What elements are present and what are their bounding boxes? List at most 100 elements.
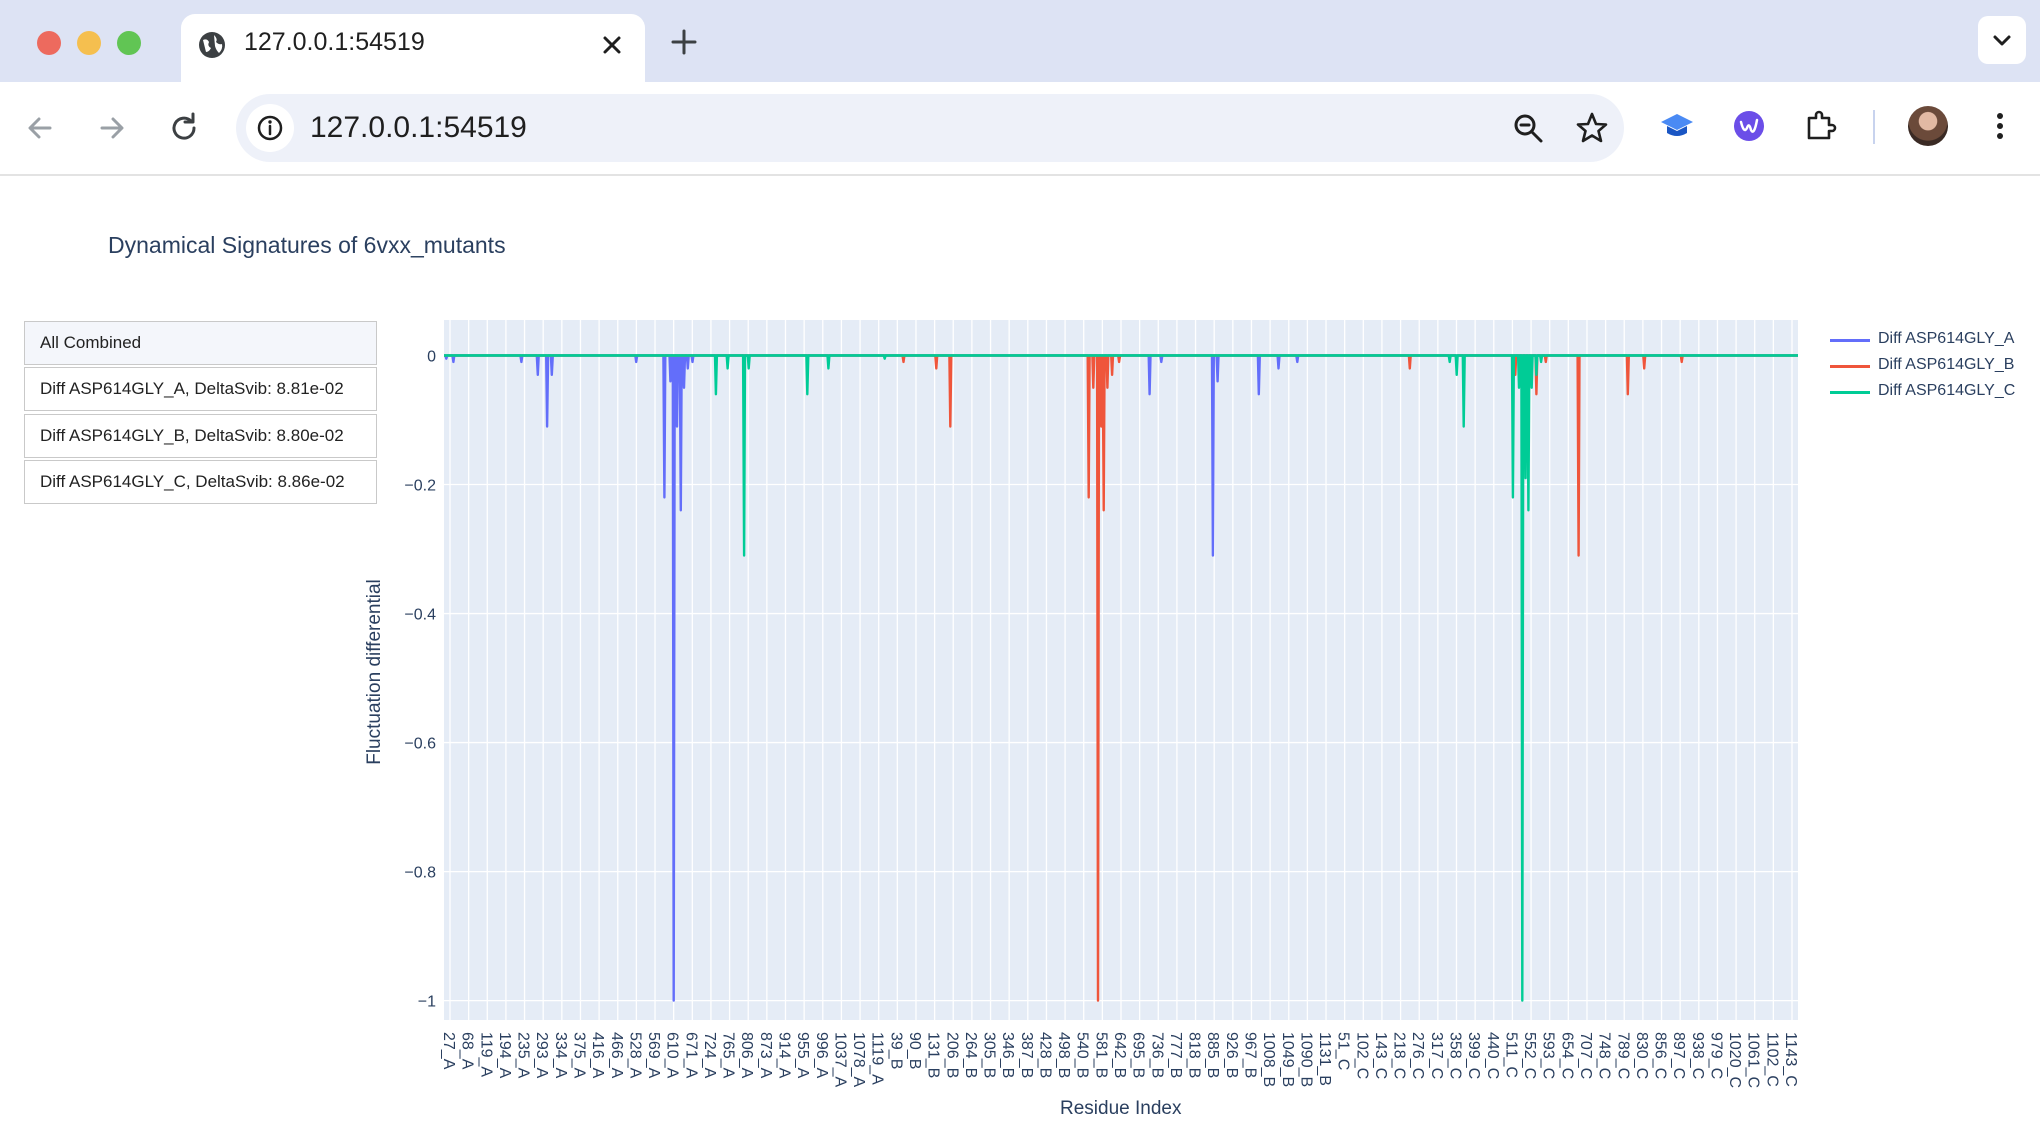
x-tick-label: 416_A (589, 1032, 606, 1079)
y-tick-label: −0.8 (404, 865, 436, 882)
x-tick-label: 1131_B (1316, 1032, 1333, 1086)
x-tick-label: 581_B (1092, 1032, 1109, 1078)
x-tick-label: 926_B (1223, 1032, 1240, 1078)
window-maximize-button[interactable] (117, 31, 141, 55)
x-tick-label: 765_A (720, 1032, 737, 1079)
x-tick-label: 642_B (1111, 1032, 1128, 1078)
x-tick-label: 358_C (1447, 1032, 1464, 1079)
forward-button[interactable] (92, 108, 132, 148)
x-tick-label: 979_C (1707, 1032, 1724, 1079)
x-tick-label: 818_B (1186, 1032, 1203, 1078)
x-tick-label: 748_C (1596, 1032, 1613, 1079)
kebab-menu-icon[interactable] (1980, 106, 2020, 146)
x-tick-label: 897_C (1670, 1032, 1687, 1079)
x-tick-label: 830_C (1633, 1032, 1650, 1079)
x-tick-label: 528_A (626, 1032, 643, 1079)
x-tick-label: 1049_B (1279, 1032, 1296, 1087)
x-tick-label: 235_A (515, 1032, 532, 1079)
legend-item-b[interactable]: Diff ASP614GLY_B (1830, 354, 2040, 380)
address-bar[interactable]: 127.0.0.1:54519 (236, 94, 1624, 162)
x-tick-label: 569_A (645, 1032, 662, 1079)
x-tick-label: 873_A (757, 1032, 774, 1079)
star-icon[interactable] (1574, 110, 1610, 146)
x-tick-label: 1102_C (1763, 1032, 1780, 1087)
x-tick-label: 334_A (552, 1032, 569, 1079)
x-tick-label: 1020_C (1726, 1032, 1743, 1088)
legend-swatch-a (1830, 339, 1870, 342)
y-tick-label: −1 (418, 994, 436, 1011)
url-text[interactable]: 127.0.0.1:54519 (310, 111, 527, 144)
writing-extension-icon[interactable] (1729, 106, 1769, 146)
x-axis-title: Residue Index (1060, 1098, 1182, 1119)
legend-item-a[interactable]: Diff ASP614GLY_A (1830, 328, 2040, 354)
x-tick-label: 440_C (1484, 1032, 1501, 1079)
x-tick-label: 90_B (906, 1032, 923, 1069)
all-combined-button[interactable]: All Combined (24, 321, 377, 365)
profile-avatar[interactable] (1908, 106, 1948, 146)
x-tick-label: 1090_B (1297, 1032, 1314, 1087)
legend-label-c: Diff ASP614GLY_C (1878, 382, 2016, 399)
x-tick-label: 399_C (1465, 1032, 1482, 1079)
x-tick-label: 375_A (570, 1032, 587, 1079)
x-tick-label: 264_B (962, 1032, 979, 1078)
legend-item-c[interactable]: Diff ASP614GLY_C (1830, 380, 2040, 406)
x-tick-label: 707_C (1577, 1032, 1594, 1079)
x-tick-label: 1078_A (850, 1032, 867, 1087)
x-tick-label: 724_A (701, 1032, 718, 1079)
x-tick-label: 131_B (925, 1032, 942, 1078)
x-tick-label: 27_A (440, 1032, 457, 1070)
browser-toolbar: 127.0.0.1:54519 (0, 82, 2040, 176)
x-tick-label: 39_B (887, 1032, 904, 1069)
close-icon[interactable] (597, 30, 627, 60)
tab-search-button[interactable] (1978, 16, 2026, 64)
x-tick-label: 218_C (1391, 1032, 1408, 1079)
x-tick-label: 194_A (496, 1032, 513, 1079)
x-tick-label: 293_A (533, 1032, 550, 1079)
x-tick-label: 938_C (1689, 1032, 1706, 1079)
x-tick-label: 955_A (794, 1032, 811, 1079)
window-close-button[interactable] (37, 31, 61, 55)
x-tick-label: 498_B (1055, 1032, 1072, 1078)
info-icon (257, 115, 283, 141)
window-minimize-button[interactable] (77, 31, 101, 55)
zoom-icon[interactable] (1510, 110, 1546, 146)
x-tick-label: 466_A (608, 1032, 625, 1079)
legend-label-b: Diff ASP614GLY_B (1878, 356, 2015, 373)
puzzle-extensions-icon[interactable] (1801, 106, 1841, 146)
browser-tab[interactable]: 127.0.0.1:54519 (181, 14, 645, 82)
y-tick-label: −0.2 (404, 478, 436, 495)
x-tick-label: 967_B (1241, 1032, 1258, 1078)
y-tick-label: −0.4 (404, 607, 436, 624)
x-tick-label: 593_C (1540, 1032, 1557, 1079)
x-tick-label: 996_A (813, 1032, 830, 1079)
toolbar-separator (1873, 110, 1875, 144)
x-tick-label: 317_C (1428, 1032, 1445, 1079)
reload-button[interactable] (164, 108, 204, 148)
diff-a-button[interactable]: Diff ASP614GLY_A, DeltaSvib: 8.81e-02 (24, 367, 377, 411)
browser-tab-bar: 127.0.0.1:54519 (0, 0, 2040, 82)
x-tick-label: 387_B (1018, 1032, 1035, 1078)
back-button[interactable] (20, 108, 60, 148)
site-info-button[interactable] (246, 104, 294, 152)
x-tick-label: 736_B (1148, 1032, 1165, 1078)
y-tick-label: −0.6 (404, 736, 436, 753)
chevron-down-icon (1993, 35, 2011, 46)
diff-b-button[interactable]: Diff ASP614GLY_B, DeltaSvib: 8.80e-02 (24, 414, 377, 458)
x-tick-label: 885_B (1204, 1032, 1221, 1078)
new-tab-button[interactable] (668, 26, 700, 58)
page-title: Dynamical Signatures of 6vxx_mutants (108, 232, 506, 258)
legend-swatch-b (1830, 365, 1870, 368)
globe-icon (199, 32, 225, 58)
x-tick-label: 119_A (477, 1032, 494, 1077)
graduation-cap-extension-icon[interactable] (1657, 106, 1697, 146)
x-tick-label: 1143_C (1782, 1032, 1799, 1087)
x-tick-label: 856_C (1652, 1032, 1669, 1079)
diff-c-button[interactable]: Diff ASP614GLY_C, DeltaSvib: 8.86e-02 (24, 460, 377, 504)
x-tick-label: 102_C (1353, 1032, 1370, 1079)
x-tick-label: 51_C (1335, 1032, 1352, 1070)
x-tick-label: 428_B (1036, 1032, 1053, 1078)
x-tick-label: 143_C (1372, 1032, 1389, 1079)
x-tick-label: 1008_B (1260, 1032, 1277, 1087)
y-tick-label: 0 (427, 348, 436, 365)
